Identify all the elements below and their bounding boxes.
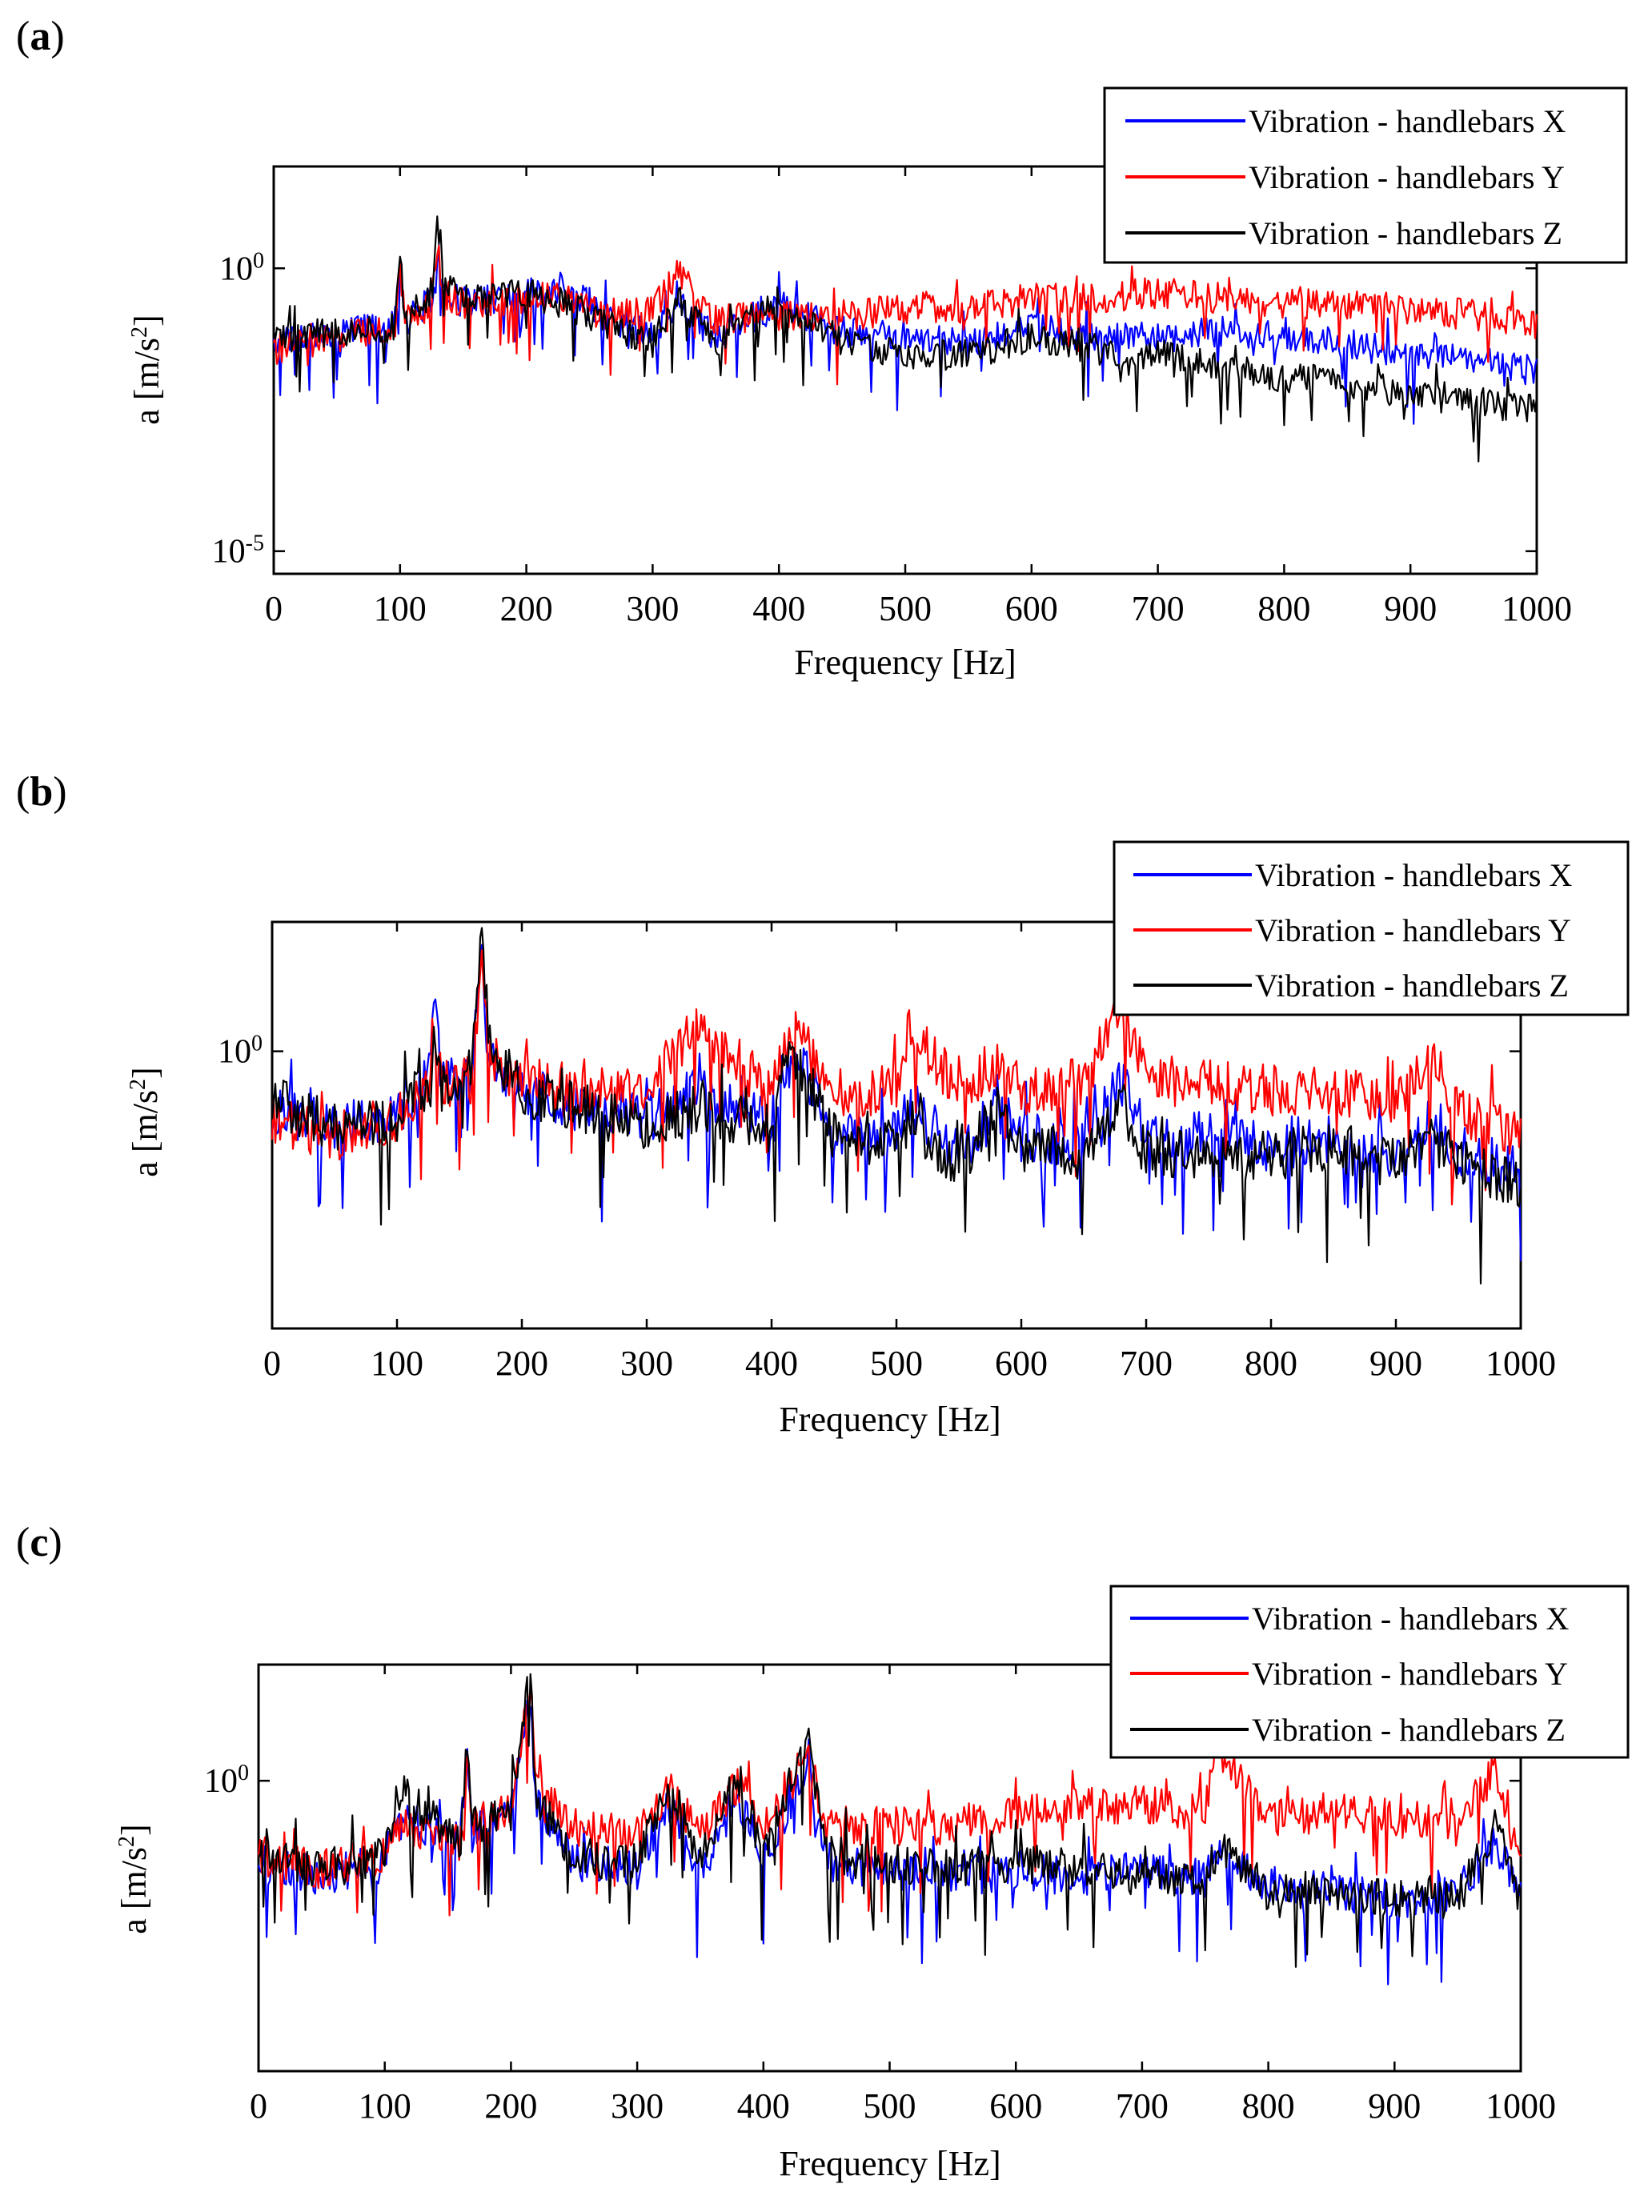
panel-c-x-tick-label: 400 (737, 2086, 790, 2126)
panel-a-y-tick-label: 100 (219, 248, 264, 288)
panel-b-x-tick-label: 900 (1369, 1344, 1422, 1383)
panel-a-letter: a (30, 14, 50, 59)
panel-c-x-ticks: 0 100 200 300 400 500 600 700 800 900 1000 (250, 1665, 1556, 2126)
panel-a-x-axis-label: Frequency [Hz] (794, 643, 1016, 682)
panel-c-x-axis-label: Frequency [Hz] (779, 2144, 1000, 2183)
panel-a-legend-entry-x: Vibration - handlebars X (1249, 103, 1566, 139)
panel-c-x-tick-label: 300 (611, 2086, 664, 2126)
panel-a-series-group (272, 215, 1538, 463)
panel-c-series-z-line (258, 1673, 1522, 1968)
panel-a-x-tick-label: 900 (1384, 589, 1437, 628)
panel-c: (c) 0 100 200 300 400 500 600 700 800 900 1000 100… (16, 1520, 1630, 2183)
panel-b-label: (b) (16, 769, 67, 815)
panel-a-y-ticks: 100 10-5 (212, 248, 1537, 571)
panel-c-x-tick-label: 700 (1116, 2086, 1169, 2126)
panel-b-legend-entry-y: Vibration - handlebars Y (1255, 912, 1571, 948)
panel-c-label: (c) (16, 1520, 62, 1565)
panel-b-y-tick-label: 100 (218, 1031, 263, 1071)
panel-b-x-tick-label: 0 (263, 1344, 281, 1383)
panel-b-x-tick-label: 800 (1245, 1344, 1297, 1383)
panel-b-letter: b (30, 769, 53, 815)
panel-a-x-tick-label: 700 (1132, 589, 1185, 628)
panel-b-x-tick-label: 300 (620, 1344, 673, 1383)
panel-a-x-tick-label: 1000 (1502, 589, 1572, 628)
panel-b-x-axis-label: Frequency [Hz] (779, 1400, 1000, 1439)
panel-b-series-z-line (271, 927, 1522, 1284)
panel-b-x-tick-label: 1000 (1486, 1344, 1556, 1383)
panel-a-y-tick-label: 10-5 (212, 531, 264, 571)
panel-c-x-tick-label: 100 (359, 2086, 411, 2126)
panel-c-x-tick-label: 600 (989, 2086, 1042, 2126)
panel-b-series-y-line (271, 949, 1522, 1206)
panel-a-legend-entry-z: Vibration - handlebars Z (1249, 215, 1562, 251)
panel-a-x-tick-label: 0 (265, 589, 283, 628)
panel-a: (a) 0 100 200 300 400 500 600 700 800 900 1000 100… (16, 14, 1628, 682)
panel-b-x-ticks: 0 100 200 300 400 500 600 700 800 900 1000 (263, 922, 1556, 1383)
panel-b-x-tick-label: 100 (371, 1344, 423, 1383)
panel-b-x-tick-label: 400 (745, 1344, 798, 1383)
panel-c-legend-entry-x: Vibration - handlebars X (1252, 1601, 1569, 1637)
panel-c-x-tick-label: 200 (484, 2086, 537, 2126)
panel-c-y-tick-label: 100 (204, 1761, 249, 1801)
panel-c-x-tick-label: 1000 (1486, 2086, 1556, 2126)
panel-b-y-ticks: 100 (218, 1031, 1521, 1071)
panel-a-series-z-line (272, 215, 1538, 463)
panel-a-x-ticks: 0 100 200 300 400 500 600 700 800 900 1000 (265, 166, 1572, 628)
panel-b-x-tick-label: 200 (495, 1344, 548, 1383)
panel-b-x-tick-label: 700 (1120, 1344, 1173, 1383)
panel-a-x-tick-label: 200 (500, 589, 553, 628)
panel-c-x-tick-label: 900 (1368, 2086, 1421, 2126)
panel-c-legend-entry-y: Vibration - handlebars Y (1252, 1656, 1568, 1692)
panel-b-legend-entry-x: Vibration - handlebars X (1255, 857, 1572, 893)
panel-a-legend: Vibration - handlebars X Vibration - han… (1103, 86, 1628, 264)
panel-b-legend-entry-z: Vibration - handlebars Z (1255, 968, 1569, 1004)
panel-c-y-ticks: 100 (204, 1761, 1521, 1801)
panel-a-x-tick-label: 500 (879, 589, 932, 628)
panel-c-legend: Vibration - handlebars X Vibration - han… (1109, 1585, 1630, 1759)
panel-c-legend-entry-z: Vibration - handlebars Z (1252, 1712, 1566, 1748)
panel-c-series-group (257, 1673, 1522, 1986)
panel-c-letter: c (30, 1520, 48, 1565)
panel-b-x-tick-label: 600 (995, 1344, 1048, 1383)
panel-a-x-tick-label: 600 (1005, 589, 1058, 628)
panel-a-label: (a) (16, 14, 65, 59)
panel-c-x-tick-label: 0 (250, 2086, 267, 2126)
panel-a-x-tick-label: 400 (752, 589, 805, 628)
panel-b-series-group (271, 927, 1522, 1284)
panel-b-legend: Vibration - handlebars X Vibration - han… (1113, 840, 1630, 1016)
panel-c-x-tick-label: 500 (864, 2086, 916, 2126)
panel-a-x-tick-label: 300 (626, 589, 679, 628)
panel-a-x-tick-label: 800 (1257, 589, 1310, 628)
panel-a-legend-entry-y: Vibration - handlebars Y (1249, 159, 1565, 195)
panel-b: (b) 0 100 200 300 400 500 600 700 800 900 1000 100… (16, 769, 1630, 1439)
panel-b-x-tick-label: 500 (870, 1344, 923, 1383)
panel-a-series-x-line (272, 244, 1538, 425)
panel-a-x-tick-label: 100 (374, 589, 427, 628)
panel-c-x-tick-label: 800 (1242, 2086, 1295, 2126)
